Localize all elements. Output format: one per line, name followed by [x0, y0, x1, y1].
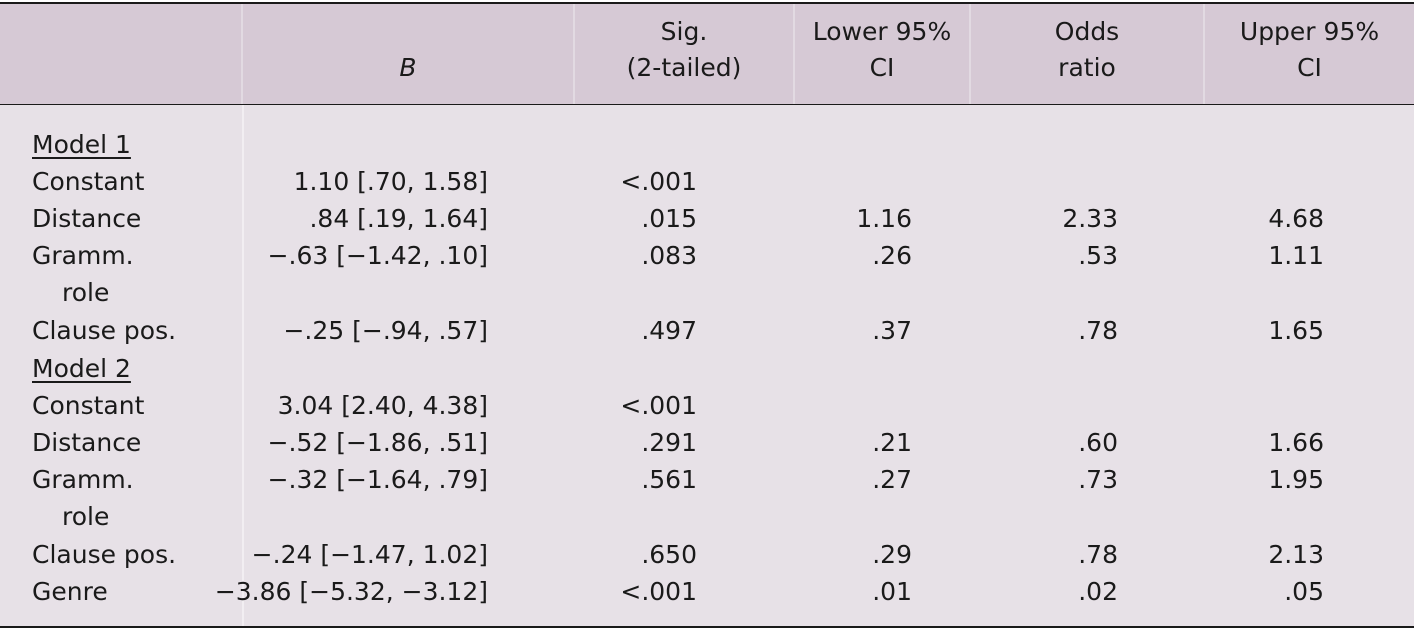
- table-row: Distance .84 [.19, 1.64] .015 1.16 2.33 …: [0, 200, 1414, 237]
- b-value: −.63 [−1.42, .10]: [267, 241, 488, 270]
- header-upper-ci-label: Upper 95% CI: [1239, 17, 1380, 82]
- odds-ratio-value: .78: [1078, 540, 1118, 569]
- table-row: Constant 1.10 [.70, 1.58] <.001: [0, 163, 1414, 200]
- odds-ratio-value: .73: [1078, 465, 1118, 494]
- odds-ratio-value: .78: [1078, 316, 1118, 345]
- header-lower-ci-label: Lower 95% CI: [812, 17, 952, 82]
- b-value: −.24 [−1.47, 1.02]: [251, 540, 488, 569]
- header-sig-label: Sig. (2-tailed): [626, 17, 742, 82]
- model-1-title: Model 1: [32, 130, 131, 159]
- table-row: Genre −3.86 [−5.32, −3.12] <.001 .01 .02…: [0, 573, 1414, 610]
- column-divider: [242, 105, 244, 626]
- lower-ci-value: 1.16: [856, 204, 912, 233]
- sig-value: <.001: [620, 577, 697, 606]
- table-row: Clause pos. −.24 [−1.47, 1.02] .650 .29 …: [0, 536, 1414, 573]
- upper-ci-value: 2.13: [1268, 540, 1324, 569]
- b-value: −.52 [−1.86, .51]: [267, 428, 488, 457]
- odds-ratio-value: .60: [1078, 428, 1118, 457]
- b-value: .84 [.19, 1.64]: [309, 204, 488, 233]
- lower-ci-value: .01: [872, 577, 912, 606]
- b-value: −.25 [−.94, .57]: [283, 316, 488, 345]
- row-label: Distance: [32, 204, 142, 233]
- header-cell-upper-ci: Upper 95% CI: [1205, 4, 1414, 104]
- sig-value: <.001: [620, 167, 697, 196]
- b-value: 3.04 [2.40, 4.38]: [277, 391, 488, 420]
- header-cell-b: B: [243, 4, 575, 104]
- row-label: Clause pos.: [32, 540, 177, 569]
- table-row: Distance −.52 [−1.86, .51] .291 .21 .60 …: [0, 424, 1414, 461]
- table-header: B Sig. (2-tailed) Lower 95% CI Odds rati…: [0, 4, 1414, 105]
- row-label: Distance: [32, 428, 142, 457]
- sig-value: .497: [641, 316, 697, 345]
- odds-ratio-value: 2.33: [1062, 204, 1118, 233]
- model-title-row: Model 1: [0, 126, 1414, 163]
- table-row: Clause pos. −.25 [−.94, .57] .497 .37 .7…: [0, 312, 1414, 349]
- row-label: Constant: [32, 167, 145, 196]
- lower-ci-value: .21: [872, 428, 912, 457]
- upper-ci-value: 1.95: [1268, 465, 1324, 494]
- table-row: Gramm. role −.63 [−1.42, .10] .083 .26 .…: [0, 237, 1414, 312]
- b-value: −3.86 [−5.32, −3.12]: [214, 577, 488, 606]
- row-label: Genre: [32, 577, 108, 606]
- model-2-title: Model 2: [32, 354, 131, 383]
- row-label: Clause pos.: [32, 316, 177, 345]
- row-label: Constant: [32, 391, 145, 420]
- table-row: Constant 3.04 [2.40, 4.38] <.001: [0, 387, 1414, 424]
- lower-ci-value: .29: [872, 540, 912, 569]
- sig-value: .561: [641, 465, 697, 494]
- lower-ci-value: .27: [872, 465, 912, 494]
- header-b-label: B: [399, 53, 417, 82]
- model-title-row: Model 2: [0, 350, 1414, 387]
- upper-ci-value: .05: [1284, 577, 1324, 606]
- table-row: Gramm. role −.32 [−1.64, .79] .561 .27 .…: [0, 461, 1414, 536]
- header-cell-odds-ratio: Odds ratio: [971, 4, 1205, 104]
- b-value: −.32 [−1.64, .79]: [267, 465, 488, 494]
- sig-value: .015: [641, 204, 697, 233]
- upper-ci-value: 1.11: [1268, 241, 1324, 270]
- table-body: Model 1 Constant 1.10 [.70, 1.58] <.001 …: [0, 105, 1414, 626]
- sig-value: .650: [641, 540, 697, 569]
- b-value: 1.10 [.70, 1.58]: [293, 167, 488, 196]
- upper-ci-value: 1.65: [1268, 316, 1324, 345]
- upper-ci-value: 4.68: [1268, 204, 1324, 233]
- header-odds-ratio-label: Odds ratio: [1054, 17, 1120, 82]
- row-label: Gramm. role: [32, 241, 134, 307]
- sig-value: .291: [641, 428, 697, 457]
- row-label: Gramm. role: [32, 465, 134, 531]
- header-cell-lower-ci: Lower 95% CI: [795, 4, 971, 104]
- lower-ci-value: .37: [872, 316, 912, 345]
- header-cell-empty: [0, 4, 243, 104]
- lower-ci-value: .26: [872, 241, 912, 270]
- upper-ci-value: 1.66: [1268, 428, 1324, 457]
- odds-ratio-value: .53: [1078, 241, 1118, 270]
- header-cell-sig: Sig. (2-tailed): [575, 4, 795, 104]
- sig-value: .083: [641, 241, 697, 270]
- sig-value: <.001: [620, 391, 697, 420]
- odds-ratio-value: .02: [1078, 577, 1118, 606]
